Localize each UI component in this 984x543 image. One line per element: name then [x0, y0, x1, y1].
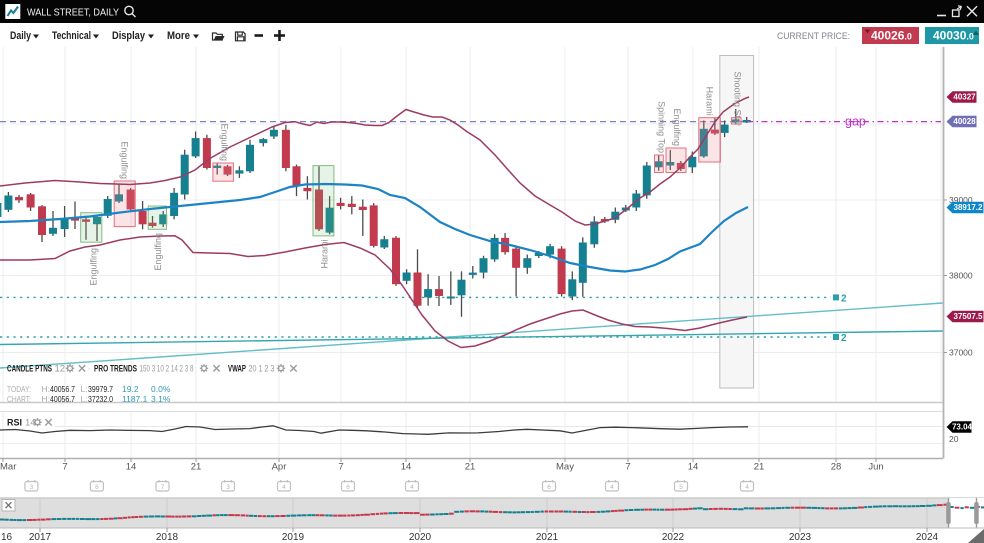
svg-text:14: 14	[401, 462, 412, 473]
svg-text:L:: L:	[81, 384, 88, 394]
svg-text:7: 7	[625, 462, 630, 473]
svg-text:2: 2	[841, 293, 847, 304]
svg-text:14: 14	[25, 418, 36, 429]
svg-text:40056.7: 40056.7	[50, 384, 75, 394]
svg-text:Shooting Star: Shooting Star	[732, 71, 742, 126]
svg-text:19.2: 19.2	[122, 384, 139, 394]
svg-text:CANDLE PTNS: CANDLE PTNS	[7, 364, 52, 375]
svg-text:14: 14	[126, 462, 137, 473]
svg-text:6: 6	[346, 484, 350, 491]
svg-text:4: 4	[610, 484, 614, 491]
svg-text:21: 21	[191, 462, 202, 473]
svg-text:5: 5	[679, 484, 683, 491]
svg-text:150 3 10 2 14 2 3 8: 150 3 10 2 14 2 3 8	[140, 364, 194, 375]
svg-text:gap: gap	[845, 115, 866, 129]
svg-text:21: 21	[465, 462, 476, 473]
svg-text:2019: 2019	[282, 532, 305, 543]
svg-text:PRO TRENDS: PRO TRENDS	[94, 364, 137, 375]
svg-text:37000: 37000	[949, 348, 973, 358]
svg-text:6: 6	[95, 484, 99, 491]
svg-text:RSI: RSI	[7, 418, 22, 429]
svg-text:38000: 38000	[949, 271, 973, 281]
svg-text:Apr: Apr	[272, 462, 287, 473]
svg-text:37232.0: 37232.0	[88, 394, 113, 404]
svg-text:2017: 2017	[29, 532, 52, 543]
svg-text:20 1 2 3: 20 1 2 3	[249, 364, 275, 375]
svg-text:Display: Display	[112, 30, 146, 42]
svg-text:16: 16	[1, 532, 13, 543]
svg-text:2018: 2018	[156, 532, 179, 543]
svg-text:VWAP: VWAP	[228, 364, 246, 375]
svg-text:40056.7: 40056.7	[50, 394, 75, 404]
svg-text:6: 6	[547, 484, 551, 491]
svg-text:20: 20	[949, 434, 959, 444]
svg-text:38917.2: 38917.2	[954, 203, 983, 212]
svg-text:Engulfing: Engulfing	[672, 108, 682, 146]
svg-text:3: 3	[226, 484, 230, 491]
svg-text:TODAY:: TODAY:	[7, 384, 31, 394]
svg-text:H:: H:	[42, 394, 51, 404]
svg-text:39000: 39000	[949, 195, 973, 205]
svg-text:4: 4	[745, 484, 749, 491]
svg-text:Engulfing: Engulfing	[219, 123, 229, 161]
svg-text:L:: L:	[81, 394, 88, 404]
svg-text:4: 4	[282, 484, 286, 491]
svg-text:3: 3	[30, 484, 34, 491]
svg-text:H:: H:	[42, 384, 51, 394]
svg-text:CURRENT PRICE:: CURRENT PRICE:	[777, 31, 850, 42]
svg-text:7: 7	[62, 462, 67, 473]
svg-text:0.0%: 0.0%	[151, 384, 171, 394]
svg-text:40028: 40028	[953, 117, 976, 126]
svg-text:4: 4	[410, 484, 414, 491]
svg-text:May: May	[556, 462, 574, 473]
svg-text:73.04: 73.04	[952, 423, 973, 432]
svg-text:Engulfing: Engulfing	[119, 141, 129, 179]
svg-text:39979.7: 39979.7	[88, 384, 113, 394]
svg-text:Technical: Technical	[52, 30, 91, 42]
svg-text:WALL STREET, DAILY: WALL STREET, DAILY	[27, 7, 119, 19]
svg-text:2023: 2023	[789, 532, 812, 543]
svg-text:2021: 2021	[536, 532, 559, 543]
svg-text:40030.0: 40030.0	[933, 29, 974, 43]
svg-text:·: ·	[88, 364, 91, 375]
svg-text:Spinning Top: Spinning Top	[656, 101, 666, 153]
svg-text:40026.0: 40026.0	[871, 29, 912, 43]
svg-text:37507.5: 37507.5	[954, 312, 983, 321]
svg-text:7: 7	[338, 462, 343, 473]
svg-text:Engulfing: Engulfing	[89, 248, 99, 286]
svg-text:Daily: Daily	[10, 30, 32, 42]
svg-text:2020: 2020	[409, 532, 432, 543]
svg-text:14: 14	[688, 462, 699, 473]
svg-text:28: 28	[831, 462, 842, 473]
svg-text:More: More	[167, 30, 190, 42]
svg-text:Jun: Jun	[868, 462, 883, 473]
svg-text:21: 21	[754, 462, 765, 473]
svg-text:40327: 40327	[953, 93, 976, 102]
svg-text:Engulfing: Engulfing	[153, 233, 163, 271]
svg-text:7: 7	[161, 484, 165, 491]
svg-text:1187.1: 1187.1	[122, 394, 148, 404]
svg-text:Harami: Harami	[704, 87, 714, 116]
svg-text:2: 2	[841, 333, 847, 344]
svg-text:12: 12	[55, 364, 66, 375]
svg-text:CHART:: CHART:	[7, 394, 31, 404]
svg-text:2024: 2024	[916, 532, 939, 543]
svg-text:3.1%: 3.1%	[151, 394, 171, 404]
svg-text:Mar: Mar	[0, 462, 16, 473]
svg-text:Harami: Harami	[320, 240, 330, 269]
svg-text:2022: 2022	[662, 532, 685, 543]
